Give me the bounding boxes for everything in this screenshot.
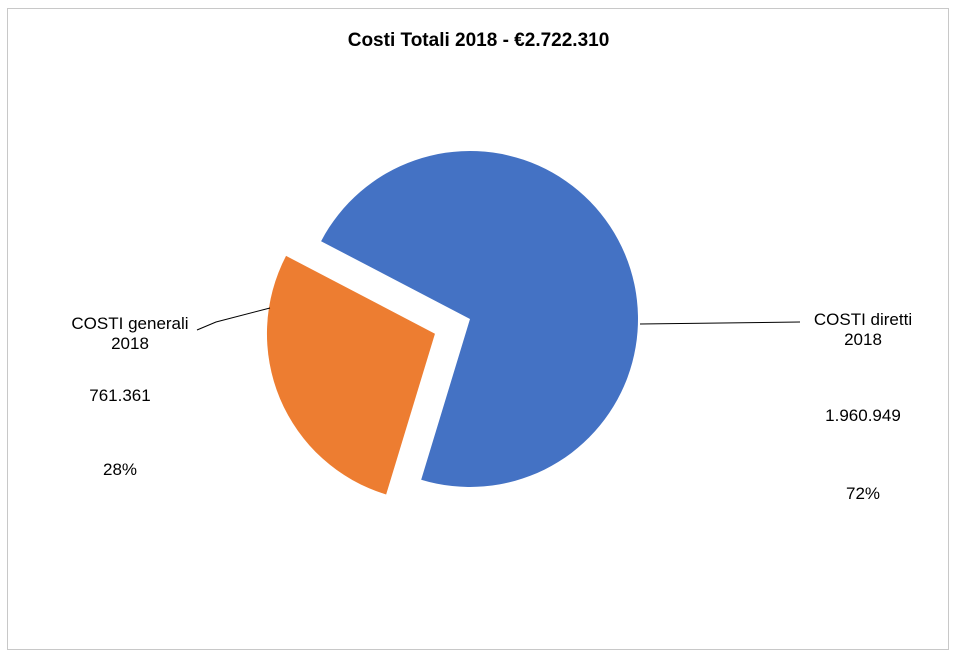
leader-line-costi-diretti [639,321,801,325]
slice-value-costi-diretti: 1.960.949 [825,406,901,425]
slice-label-costi-generali-line1: COSTI generali [71,314,189,333]
pie-slice-costi-generali [266,255,435,495]
slice-percent-costi-diretti: 72% [845,484,881,503]
slice-label-costi-diretti-line2: 2018 [844,330,882,349]
slice-label-costi-generali-name: COSTI generali 2018 [40,314,220,354]
pie-slice-costi-diretti [321,150,639,487]
slice-value-costi-generali: 761.361 [89,386,151,405]
slice-label-costi-diretti-line1: COSTI diretti [813,310,913,329]
leader-line-costi-generali [196,307,271,331]
slice-label-costi-diretti-name: COSTI diretti 2018 [788,310,938,350]
slice-percent-costi-generali: 28% [102,460,138,479]
chart-title: Costi Totali 2018 - €2.722.310 [347,30,610,51]
slice-label-costi-generali-line2: 2018 [111,334,149,353]
